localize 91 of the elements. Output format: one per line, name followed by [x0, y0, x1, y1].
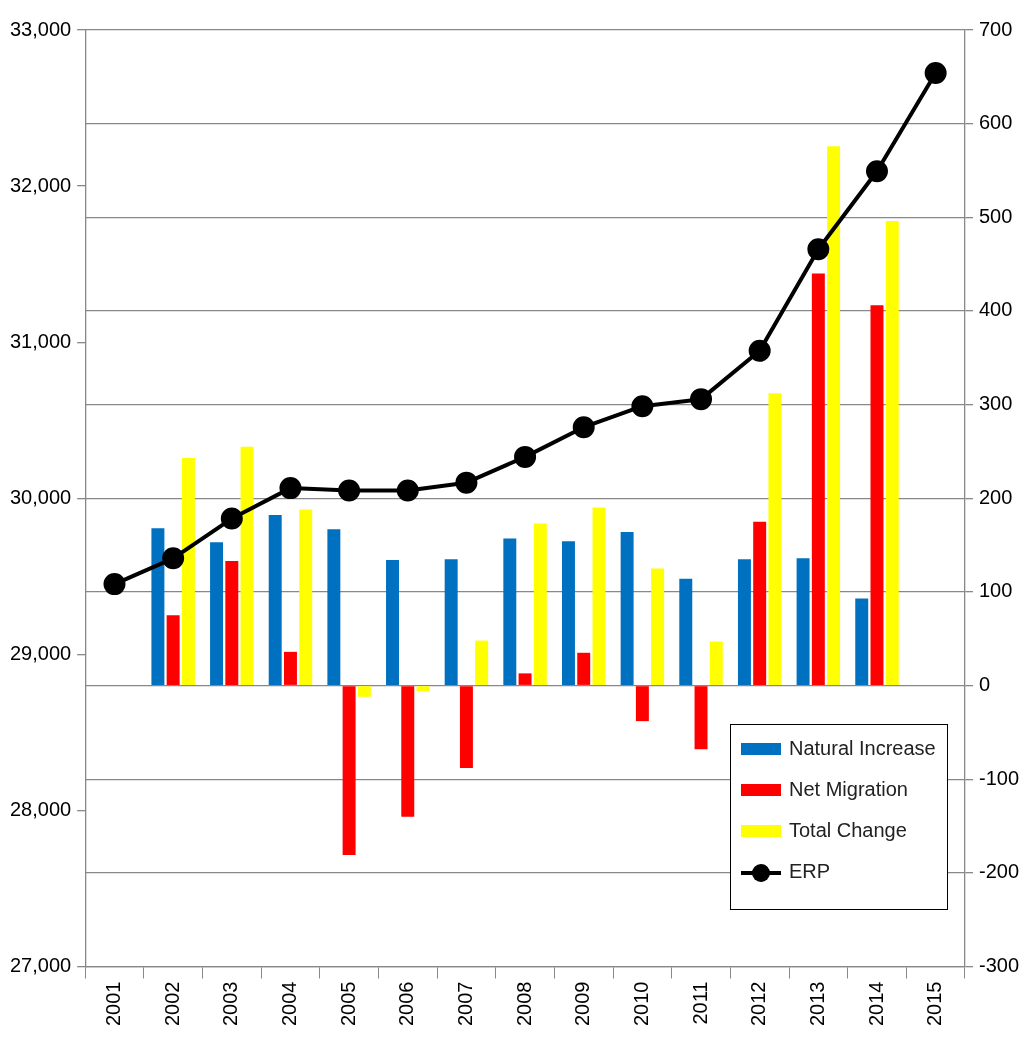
bar — [416, 686, 430, 692]
bar — [225, 561, 239, 685]
point — [572, 416, 595, 439]
bar — [737, 559, 751, 685]
y-tick-label: 29,000 — [10, 641, 72, 664]
x-tick-label: 2011 — [688, 981, 711, 1025]
bar — [811, 273, 825, 685]
point — [748, 339, 771, 362]
bar — [533, 523, 547, 685]
y2-tick-label: 500 — [978, 204, 1013, 227]
x-tick-label: 2013 — [805, 981, 828, 1027]
bar — [327, 529, 341, 685]
point — [924, 61, 947, 84]
point — [220, 507, 243, 530]
bar — [592, 507, 606, 685]
x-tick-label: 2007 — [453, 981, 476, 1027]
y2-tick-label: -300 — [978, 954, 1019, 977]
y2-tick-label: 100 — [978, 579, 1013, 602]
x-tick-label: 2009 — [571, 981, 594, 1027]
bar — [268, 515, 282, 685]
x-tick-label: 2012 — [747, 981, 770, 1027]
bar — [401, 686, 415, 817]
x-tick-label: 2006 — [395, 981, 418, 1027]
bar — [342, 686, 356, 856]
y-tick-label: 32,000 — [10, 173, 72, 196]
bar — [459, 686, 473, 768]
bar — [151, 528, 165, 685]
bar — [620, 531, 634, 685]
x-tick-label: 2005 — [336, 981, 359, 1027]
point — [807, 238, 830, 261]
legend-label: ERP — [789, 860, 831, 883]
bar — [635, 686, 649, 722]
y2-tick-label: 300 — [978, 392, 1013, 415]
bar — [679, 578, 693, 685]
point — [279, 477, 302, 500]
bar — [210, 542, 224, 685]
y2-tick-label: -100 — [978, 766, 1019, 789]
y2-tick-label: 200 — [978, 485, 1013, 508]
point — [396, 479, 419, 502]
x-tick-label: 2004 — [277, 981, 300, 1027]
bar — [357, 686, 371, 697]
bar — [709, 641, 723, 685]
y-tick-label: 33,000 — [10, 17, 72, 40]
x-tick-label: 2014 — [864, 981, 887, 1027]
y2-tick-label: 600 — [978, 111, 1013, 134]
y-tick-label: 28,000 — [10, 797, 72, 820]
bar — [768, 393, 782, 685]
bar — [283, 651, 297, 685]
y-tick-label: 27,000 — [10, 954, 72, 977]
bar — [518, 673, 532, 685]
point — [455, 471, 478, 494]
bar — [503, 538, 517, 685]
bar — [475, 640, 489, 685]
x-tick-label: 2010 — [629, 981, 652, 1027]
bar — [855, 598, 869, 685]
bar — [444, 559, 458, 685]
bar — [753, 521, 767, 685]
bar — [240, 446, 254, 685]
point — [338, 479, 361, 502]
point — [865, 160, 888, 183]
x-tick-label: 2015 — [923, 981, 946, 1027]
x-tick-label: 2002 — [160, 981, 183, 1027]
y-tick-label: 31,000 — [10, 329, 72, 352]
bar — [561, 541, 575, 685]
y2-tick-label: -200 — [978, 860, 1019, 883]
bar — [166, 615, 180, 685]
y-tick-label: 30,000 — [10, 485, 72, 508]
bar — [181, 457, 195, 685]
point — [514, 445, 537, 468]
legend-label: Total Change — [789, 819, 907, 842]
point — [631, 395, 654, 418]
x-tick-label: 2003 — [219, 981, 242, 1027]
bar — [694, 686, 708, 750]
y2-tick-label: 700 — [978, 17, 1013, 40]
legend-label: Natural Increase — [789, 737, 936, 760]
point — [103, 573, 126, 596]
bar — [885, 221, 899, 685]
legend-label: Net Migration — [789, 778, 908, 801]
y2-tick-label: 400 — [978, 298, 1013, 321]
bar — [299, 509, 313, 685]
bar — [577, 652, 591, 685]
bar — [827, 146, 841, 685]
bar — [651, 568, 665, 685]
bar — [870, 305, 884, 685]
point — [690, 388, 713, 411]
bar — [796, 558, 810, 685]
x-tick-label: 2001 — [102, 981, 125, 1027]
y2-tick-label: 0 — [978, 673, 991, 696]
x-tick-label: 2008 — [512, 981, 535, 1027]
point — [162, 547, 185, 570]
bar — [386, 560, 399, 685]
